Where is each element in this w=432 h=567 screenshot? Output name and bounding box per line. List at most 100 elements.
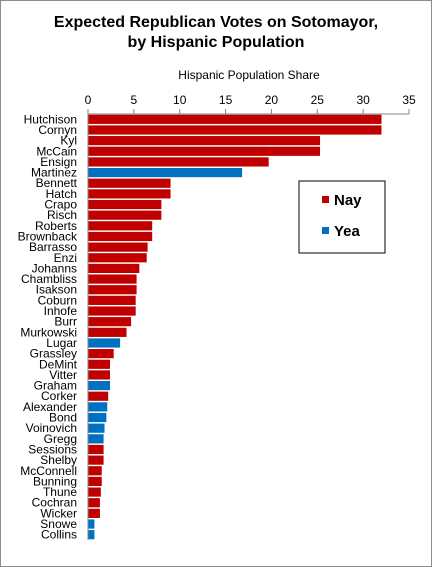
bar-corker: [88, 391, 109, 401]
category-label: Kyl: [60, 134, 77, 148]
category-label: Collins: [41, 528, 77, 542]
category-label: Brownback: [18, 229, 78, 243]
bar-demint: [88, 359, 111, 369]
category-label: Graham: [34, 379, 77, 393]
bar-brownback: [88, 231, 153, 242]
category-label: Johanns: [32, 261, 77, 275]
category-label: Bunning: [33, 474, 77, 488]
bar-roberts: [88, 221, 153, 231]
category-label: Risch: [47, 208, 77, 222]
bar-hutchison: [88, 114, 382, 124]
bar-thune: [88, 487, 101, 497]
bar-martinez: [88, 167, 243, 178]
bar-coburn: [88, 295, 136, 305]
x-tick-label: 25: [311, 93, 325, 107]
category-label: Thune: [43, 485, 77, 499]
category-label: Shelby: [40, 453, 77, 467]
bar-bennett: [88, 178, 171, 188]
bar-cornyn: [88, 125, 382, 135]
legend-label-yea: Yea: [334, 223, 361, 240]
bars: [88, 114, 382, 540]
legend-swatch-nay: [322, 196, 329, 203]
category-label: Barrasso: [29, 240, 77, 254]
bar-crapo: [88, 199, 162, 210]
bar-graham: [88, 380, 111, 391]
bar-chambliss: [88, 274, 137, 284]
category-label: Voinovich: [26, 421, 77, 435]
category-label: Gregg: [44, 432, 77, 446]
category-label: Coburn: [38, 293, 77, 307]
chart-title-line1: Expected Republican Votes on Sotomayor,: [54, 14, 378, 31]
bar-isakson: [88, 285, 137, 295]
category-label: Cornyn: [38, 123, 77, 137]
category-label: Bond: [49, 411, 77, 425]
bar-cochran: [88, 498, 100, 508]
category-label: Vitter: [49, 368, 77, 382]
category-label: Hatch: [46, 187, 77, 201]
bar-mccain: [88, 146, 321, 156]
x-tick-label: 20: [265, 93, 279, 107]
legend-swatch-yea: [322, 227, 329, 234]
category-label: Grassley: [30, 347, 77, 361]
category-label: Isakson: [36, 283, 77, 297]
x-axis-ticks: 0 5 10 15 20 25 30 35: [85, 93, 416, 114]
bar-enzi: [88, 253, 147, 263]
bar-risch: [88, 210, 162, 220]
bar-alexander: [88, 402, 108, 412]
x-tick-label: 0: [85, 93, 92, 107]
category-label: Murkowski: [20, 325, 77, 339]
bar-bond: [88, 412, 107, 423]
category-label: Crapo: [44, 198, 77, 212]
bar-shelby: [88, 455, 104, 465]
bar-johanns: [88, 263, 140, 274]
legend-label-nay: Nay: [334, 192, 362, 209]
legend-box: [298, 180, 386, 254]
bar-barrasso: [88, 242, 148, 252]
category-label: Hutchison: [24, 112, 77, 126]
bar-inhofe: [88, 306, 136, 316]
x-axis-label: Hispanic Population Share: [178, 68, 320, 82]
bar-wicker: [88, 508, 100, 518]
bar-collins: [88, 530, 95, 540]
category-label: Ensign: [40, 155, 77, 169]
bar-lugar: [88, 338, 121, 348]
category-label: Lugar: [46, 336, 77, 350]
x-tick-label: 35: [402, 93, 416, 107]
category-labels: HutchisonCornynKylMcCainEnsignMartinezBe…: [18, 112, 78, 541]
bar-bunning: [88, 476, 102, 487]
bar-sessions: [88, 444, 104, 455]
category-label: Martinez: [31, 166, 77, 180]
bar-voinovich: [88, 423, 105, 433]
category-label: Inhofe: [44, 304, 78, 318]
bar-ensign: [88, 157, 269, 167]
category-label: Roberts: [35, 219, 77, 233]
category-label: Bennett: [36, 176, 78, 190]
x-tick-label: 5: [131, 93, 138, 107]
category-label: McConnell: [20, 464, 77, 478]
chart-title-line2: by Hispanic Population: [128, 34, 305, 51]
bar-gregg: [88, 434, 104, 444]
category-label: Alexander: [23, 400, 77, 414]
x-tick-label: 10: [173, 93, 187, 107]
category-label: Sessions: [28, 442, 77, 456]
category-label: Enzi: [54, 251, 77, 265]
bar-snowe: [88, 519, 95, 529]
category-label: Burr: [54, 315, 77, 329]
bar-mcconnell: [88, 466, 102, 476]
bar-grassley: [88, 349, 114, 359]
bar-murkowski: [88, 327, 127, 337]
category-label: Chambliss: [21, 272, 77, 286]
x-tick-label: 30: [356, 93, 370, 107]
bar-hatch: [88, 189, 171, 199]
category-label: Snowe: [40, 517, 77, 531]
bar-burr: [88, 317, 132, 327]
category-label: Corker: [41, 389, 77, 403]
category-label: Cochran: [32, 496, 77, 510]
category-label: Wicker: [40, 506, 77, 520]
category-label: DeMint: [39, 357, 78, 371]
bar-vitter: [88, 370, 111, 380]
x-tick-label: 15: [219, 93, 233, 107]
bar-kyl: [88, 136, 321, 146]
